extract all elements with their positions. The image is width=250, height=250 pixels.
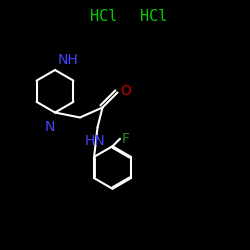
Text: HCl: HCl xyxy=(90,9,118,24)
Text: F: F xyxy=(121,132,129,146)
Text: O: O xyxy=(120,84,131,98)
Text: NH: NH xyxy=(58,54,78,68)
Text: HN: HN xyxy=(84,134,105,148)
Text: HCl: HCl xyxy=(140,9,168,24)
Text: N: N xyxy=(45,120,55,134)
